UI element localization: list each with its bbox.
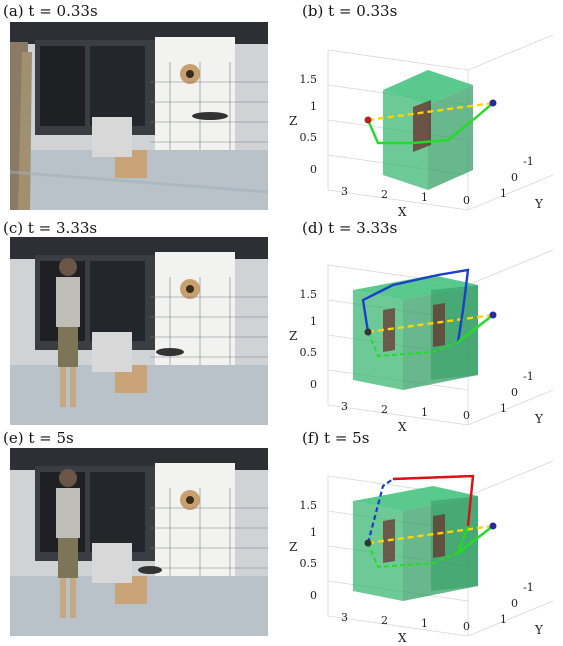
plot-b: 0 0.5 1 1.5 Z 3 2 1 0 X -1 0 1 Y [283, 15, 554, 220]
trajectory [392, 474, 475, 527]
svg-text:1: 1 [310, 100, 317, 113]
z-axis-label: Z [289, 540, 297, 554]
z-axis-label: Z [289, 329, 297, 343]
y-ticks: -1 0 1 [500, 155, 534, 200]
svg-text:1: 1 [500, 613, 507, 626]
photo-a [10, 22, 268, 210]
svg-text:1.5: 1.5 [300, 499, 318, 512]
svg-text:-1: -1 [523, 370, 534, 383]
z-ticks: 0 0.5 1 1.5 [300, 73, 318, 176]
plot-d: 0 0.5 1 1.5 Z 3 2 1 0 X -1 0 1 Y [283, 230, 554, 435]
x-axis-label: X [398, 420, 407, 434]
svg-text:0: 0 [511, 171, 518, 184]
photo-caption-a: (a) t = 0.33s [3, 2, 98, 20]
z-ticks: 0 0.5 1 1.5 [300, 288, 318, 391]
svg-text:-1: -1 [523, 581, 534, 594]
start-point [489, 522, 497, 530]
svg-text:1: 1 [500, 187, 507, 200]
z-ticks: 0 0.5 1 1.5 [300, 499, 318, 602]
z-axis-label: Z [289, 114, 297, 128]
x-ticks: 3 2 1 0 [341, 185, 470, 207]
photo-caption-e: (e) t = 5s [3, 429, 74, 447]
svg-text:3: 3 [341, 611, 348, 624]
obstacle [353, 275, 478, 390]
photo-caption-c: (c) t = 3.33s [3, 219, 98, 237]
svg-text:-1: -1 [523, 155, 534, 168]
svg-text:0: 0 [511, 386, 518, 399]
svg-text:0.5: 0.5 [300, 557, 318, 570]
plot-caption-b: (b) t = 0.33s [302, 2, 398, 20]
svg-text:2: 2 [381, 614, 388, 627]
x-ticks: 3 2 1 0 [341, 400, 470, 422]
svg-text:1: 1 [421, 191, 428, 204]
x-ticks: 3 2 1 0 [341, 611, 470, 633]
svg-text:0: 0 [310, 163, 317, 176]
svg-text:1.5: 1.5 [300, 73, 318, 86]
trajectory-past [367, 331, 459, 358]
svg-text:1: 1 [500, 402, 507, 415]
trajectory-current [455, 525, 494, 557]
plot-f: 0 0.5 1 1.5 Z 3 2 1 0 X -1 0 1 Y [283, 441, 554, 646]
y-axis-label: Y [534, 197, 544, 211]
start-point [489, 99, 497, 107]
svg-text:0: 0 [310, 378, 317, 391]
goal-point [364, 116, 372, 124]
svg-text:2: 2 [381, 403, 388, 416]
reference-line [367, 101, 494, 122]
obstacle [353, 486, 478, 601]
svg-text:1: 1 [310, 526, 317, 539]
trajectory [366, 102, 494, 145]
trajectory-past [367, 542, 459, 569]
x-axis-label: X [398, 631, 407, 645]
svg-text:0.5: 0.5 [300, 346, 318, 359]
goal-point [364, 539, 372, 547]
photo-c [10, 237, 268, 425]
svg-text:0: 0 [310, 589, 317, 602]
svg-text:3: 3 [341, 185, 348, 198]
svg-text:3: 3 [341, 400, 348, 413]
trajectory-current [457, 314, 494, 343]
svg-text:0.5: 0.5 [300, 131, 318, 144]
svg-text:2: 2 [381, 188, 388, 201]
x-axis-label: X [398, 205, 407, 219]
reference-line [367, 313, 494, 334]
svg-text:1: 1 [421, 406, 428, 419]
start-point [489, 311, 497, 319]
svg-text:0: 0 [463, 194, 470, 207]
trajectory-mid [366, 474, 475, 554]
photo-e [10, 448, 268, 636]
plot-caption-d: (d) t = 3.33s [302, 219, 398, 237]
svg-text:1: 1 [421, 617, 428, 630]
y-ticks: -1 0 1 [500, 370, 534, 415]
y-axis-label: Y [534, 412, 544, 426]
plot-caption-f: (f) t = 5s [302, 429, 370, 447]
y-axis-label: Y [534, 623, 544, 637]
y-ticks: -1 0 1 [500, 581, 534, 626]
reference-line [367, 524, 494, 545]
trajectory [361, 268, 470, 343]
svg-text:0: 0 [511, 597, 518, 610]
svg-text:1: 1 [310, 315, 317, 328]
svg-text:1.5: 1.5 [300, 288, 318, 301]
svg-text:0: 0 [463, 409, 470, 422]
goal-point [364, 328, 372, 336]
svg-text:0: 0 [463, 620, 470, 633]
